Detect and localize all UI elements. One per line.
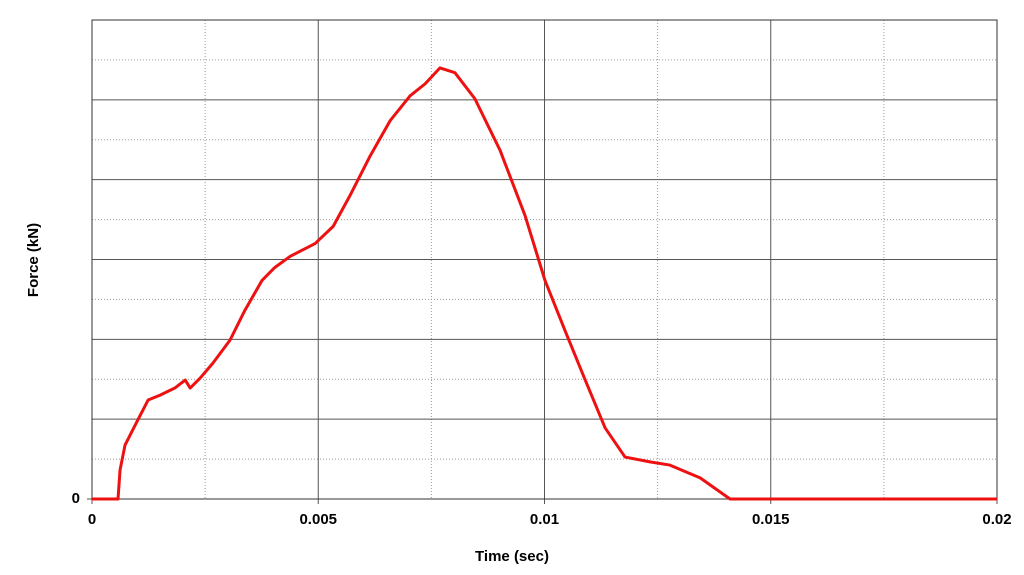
plot-frame	[91, 19, 998, 500]
x-axis-label: Time (sec)	[475, 548, 549, 565]
x-tick-label: 0	[88, 511, 96, 528]
y-axis-label: Force (kN)	[25, 223, 42, 297]
x-tick-label: 0.01	[530, 511, 559, 528]
y-tick-label: 0	[72, 490, 80, 507]
x-tick-label: 0.02	[982, 511, 1011, 528]
x-tick-label: 0.015	[752, 511, 790, 528]
x-tick-label: 0.005	[299, 511, 337, 528]
data-line	[92, 66, 997, 501]
